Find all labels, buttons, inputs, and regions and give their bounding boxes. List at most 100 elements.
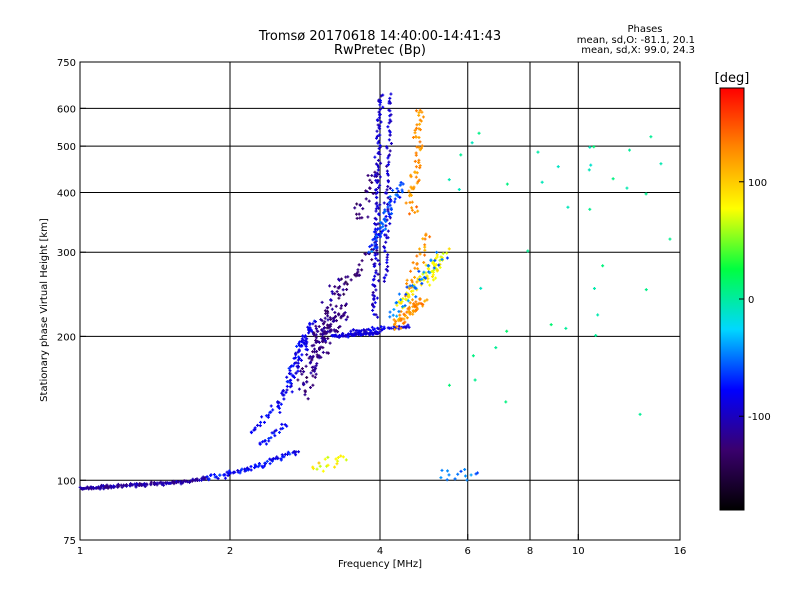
data-point (267, 436, 271, 440)
data-point (281, 393, 285, 397)
data-point (395, 187, 399, 191)
data-point (303, 334, 307, 338)
y-tick-label: 750 (57, 58, 76, 69)
data-point (412, 283, 416, 287)
data-point (300, 344, 304, 348)
data-point (385, 258, 389, 262)
data-point (405, 285, 409, 289)
data-point (401, 297, 405, 301)
data-point (377, 98, 381, 102)
chart-title: Tromsø 20170618 14:40:00-14:41:43 (258, 29, 501, 44)
data-point (386, 185, 390, 189)
data-point (375, 196, 379, 200)
data-point (349, 329, 353, 333)
data-point (416, 209, 420, 213)
data-point (424, 271, 428, 275)
data-point (385, 236, 389, 240)
data-point (285, 384, 289, 388)
data-point (364, 252, 368, 256)
data-point (377, 279, 381, 283)
data-point (401, 182, 405, 186)
data-point (323, 457, 327, 461)
data-point (416, 267, 420, 271)
y-ticks: 75 100 200 300 400 500 600 750 (57, 58, 86, 547)
data-point (409, 185, 413, 189)
data-point (342, 282, 346, 286)
data-point (360, 268, 364, 272)
data-point (375, 245, 379, 249)
data-point (379, 325, 383, 329)
data-point (296, 361, 300, 365)
data-point (445, 478, 449, 482)
data-point (477, 131, 481, 135)
data-point (323, 339, 327, 343)
data-point (417, 269, 421, 273)
series-11 (447, 131, 672, 416)
data-point (413, 210, 417, 214)
data-point (408, 284, 412, 288)
data-point (317, 354, 321, 358)
data-point (328, 341, 332, 345)
data-point (638, 412, 642, 416)
colorbar-gradient (719, 87, 745, 511)
data-point (386, 205, 390, 209)
data-point (375, 296, 379, 300)
data-point (341, 288, 345, 292)
data-point (305, 337, 309, 341)
data-point (368, 245, 372, 249)
data-point (315, 353, 319, 357)
data-point (505, 182, 509, 186)
data-point (243, 469, 247, 473)
data-point (424, 276, 428, 280)
series-9 (311, 247, 451, 473)
data-point (322, 327, 326, 331)
scatter-points (78, 92, 672, 491)
data-point (355, 216, 359, 220)
data-point (310, 344, 314, 348)
data-point (340, 304, 344, 308)
data-point (378, 143, 382, 147)
data-point (311, 374, 315, 378)
data-point (405, 278, 409, 282)
data-point (277, 406, 281, 410)
data-point (421, 237, 425, 241)
data-point (375, 118, 379, 122)
data-point (399, 298, 403, 302)
data-point (376, 172, 380, 176)
data-point (407, 325, 411, 329)
data-point (297, 349, 301, 353)
data-point (418, 140, 422, 144)
data-point (336, 459, 340, 463)
data-point (429, 258, 433, 262)
x-tick-label: 10 (572, 546, 585, 557)
data-point (434, 267, 438, 271)
data-point (259, 420, 263, 424)
data-point (333, 285, 337, 289)
data-point (376, 168, 380, 172)
data-point (288, 385, 292, 389)
data-point (378, 113, 382, 117)
data-point (425, 298, 429, 302)
data-point (395, 325, 399, 329)
data-point (415, 254, 419, 258)
data-point (304, 344, 308, 348)
data-point (344, 280, 348, 284)
data-point (319, 345, 323, 349)
data-point (420, 144, 424, 148)
data-point (353, 206, 357, 210)
data-point (326, 455, 330, 459)
data-point (287, 366, 291, 370)
data-point (628, 148, 632, 152)
x-tick-label: 4 (377, 546, 383, 557)
data-point (294, 453, 298, 457)
data-point (587, 168, 591, 172)
data-point (426, 277, 430, 281)
data-point (120, 485, 124, 489)
data-point (386, 156, 390, 160)
data-point (494, 346, 498, 350)
data-point (372, 294, 376, 298)
data-point (385, 164, 389, 168)
data-point (302, 341, 306, 345)
data-point (258, 424, 262, 428)
data-point (300, 353, 304, 357)
